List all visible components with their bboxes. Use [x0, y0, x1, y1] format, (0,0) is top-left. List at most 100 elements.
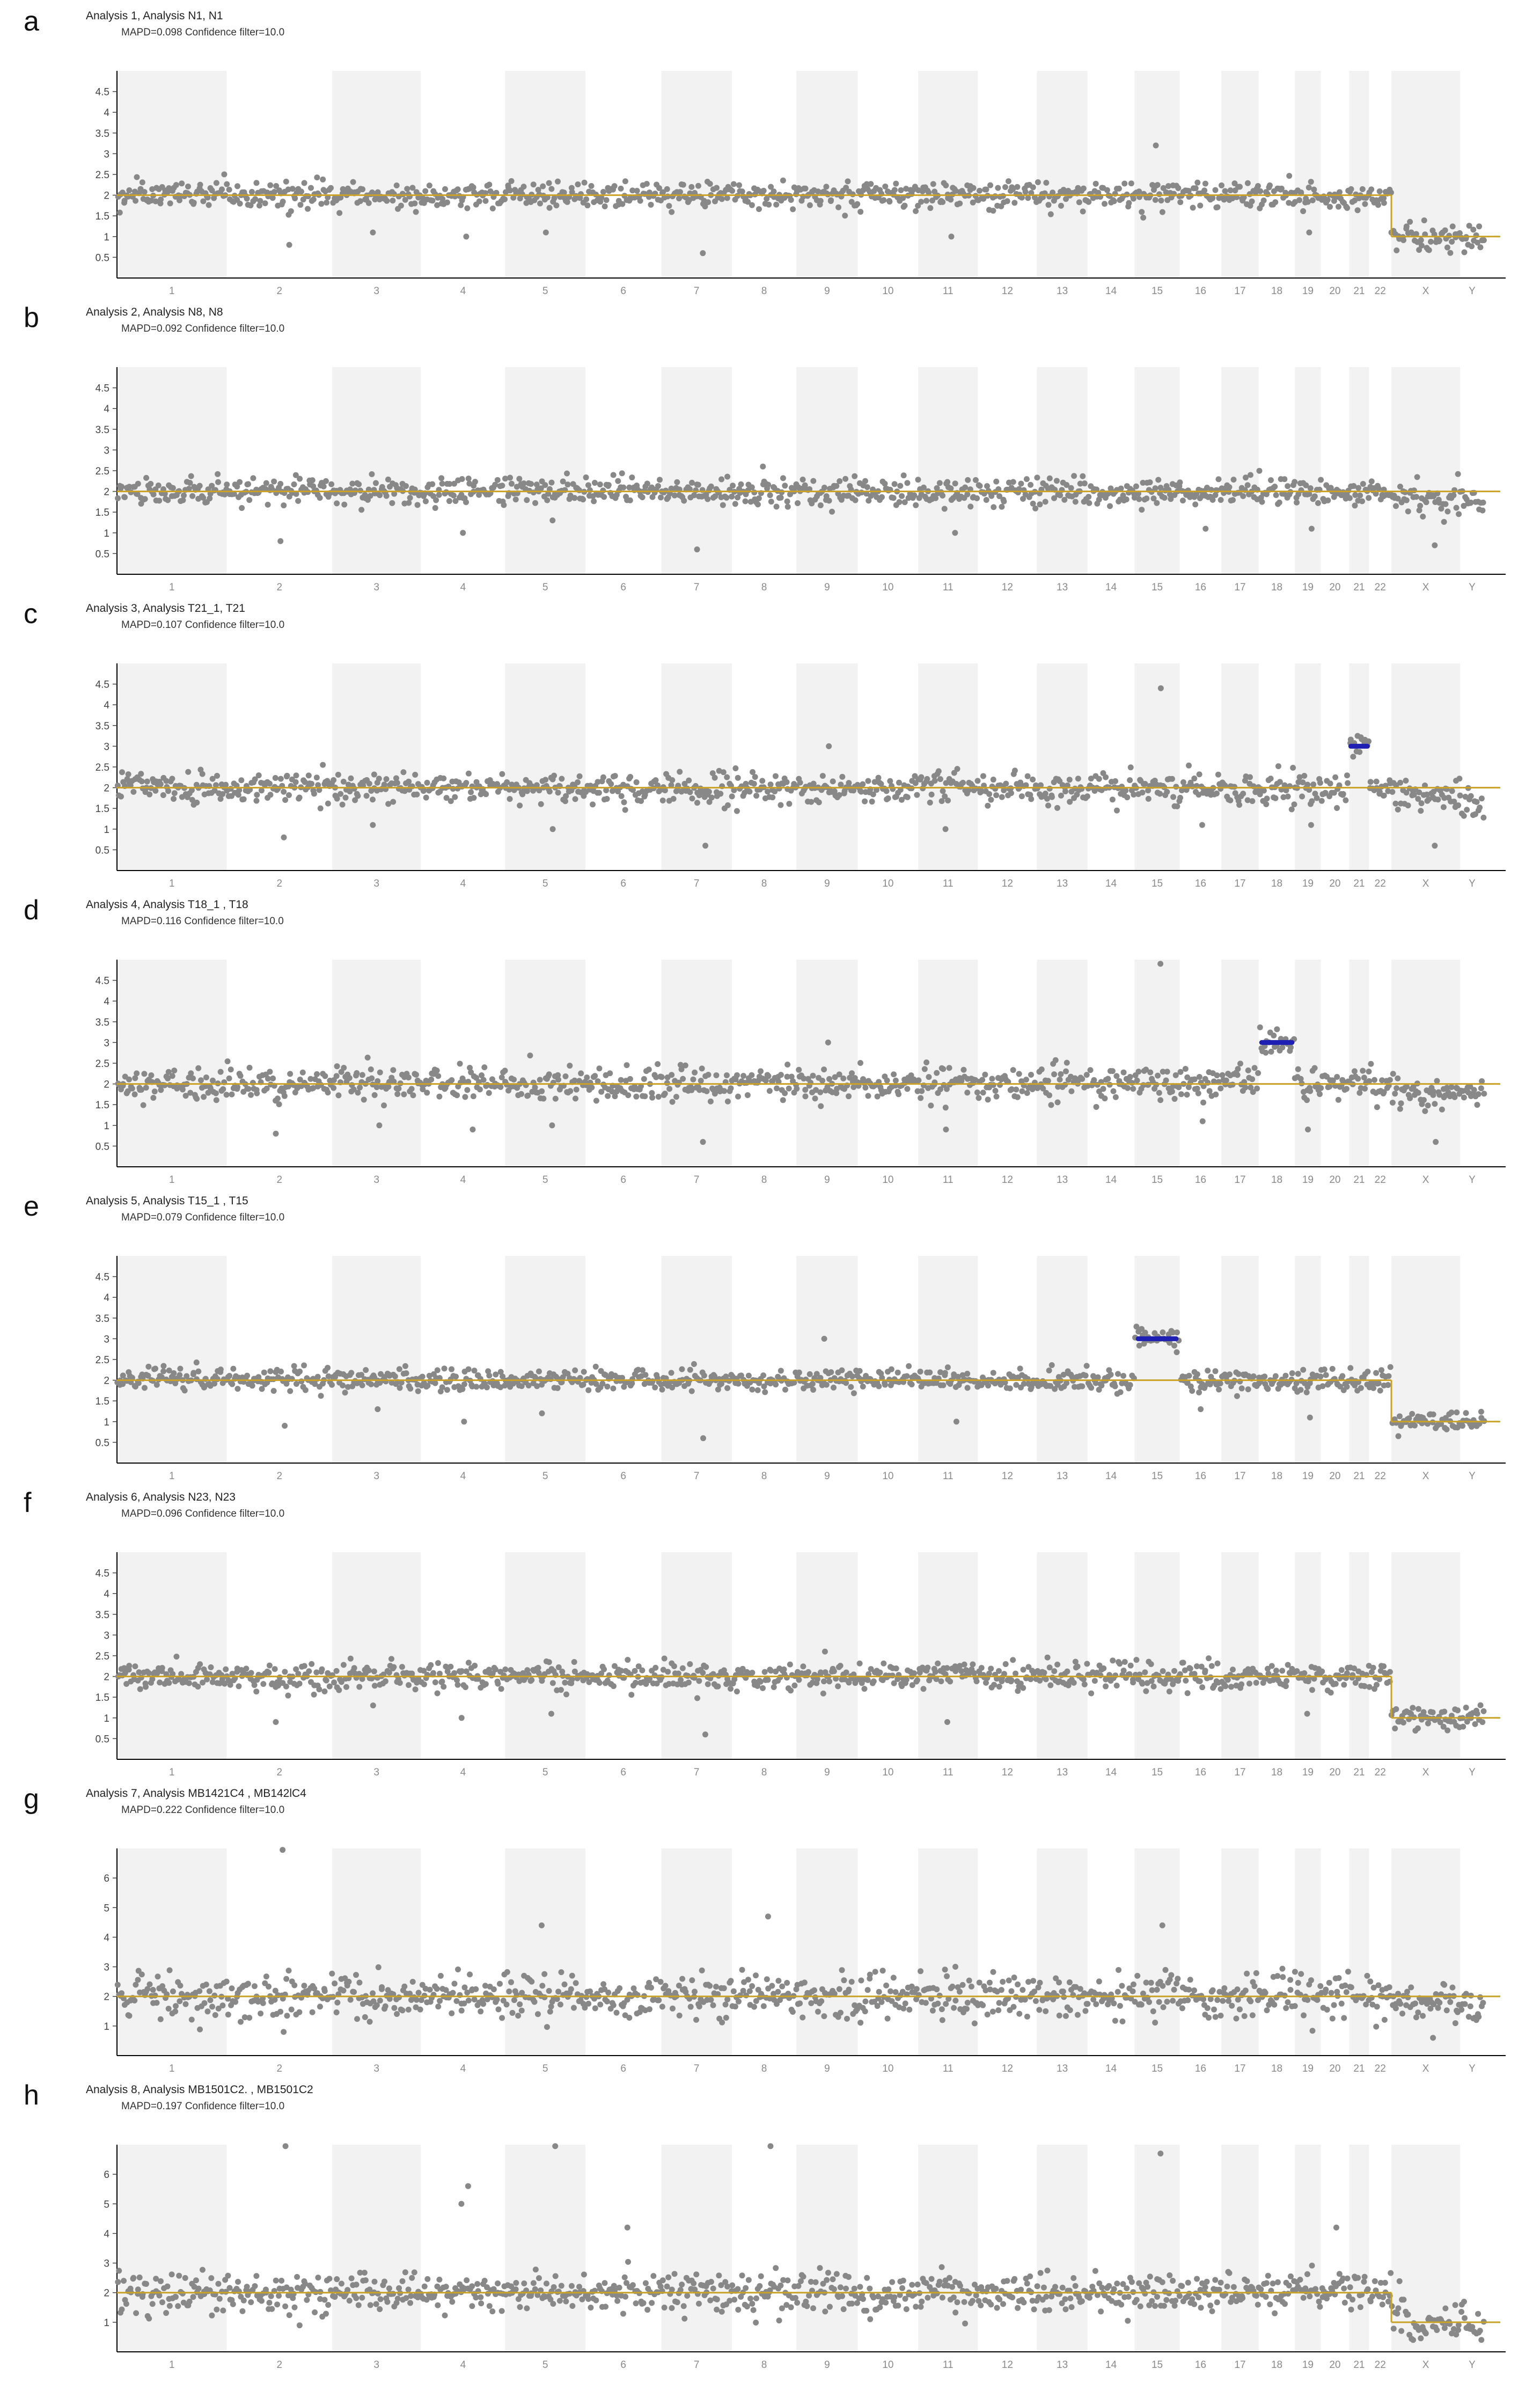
- data-point: [960, 1066, 967, 1073]
- x-tick-label: 11: [943, 878, 954, 889]
- data-point: [124, 1088, 131, 1094]
- data-point: [1442, 227, 1448, 233]
- data-point: [1326, 1083, 1333, 1090]
- data-point: [1139, 789, 1146, 796]
- data-point: [599, 1380, 606, 1387]
- data-point: [1244, 797, 1251, 803]
- data-point: [662, 787, 668, 794]
- data-point: [1474, 239, 1480, 246]
- data-point: [1042, 791, 1048, 797]
- data-point: [1025, 195, 1031, 201]
- data-point: [1415, 1090, 1421, 1096]
- data-point: [459, 476, 465, 482]
- data-point: [1324, 196, 1331, 203]
- data-point: [1400, 237, 1407, 244]
- data-point: [135, 480, 141, 487]
- x-tick-label: 20: [1329, 878, 1340, 889]
- data-point: [1287, 1044, 1294, 1051]
- data-point: [423, 794, 429, 801]
- data-point: [371, 771, 377, 778]
- data-point: [1362, 201, 1368, 207]
- data-point: [1444, 1085, 1450, 1091]
- x-tick-label: 16: [1195, 286, 1206, 297]
- data-point: [1205, 1079, 1211, 1086]
- x-tick-label: 15: [1152, 286, 1163, 297]
- x-tick-label: 1: [169, 1174, 175, 1186]
- y-tick-label: 0.5: [96, 252, 109, 264]
- data-point: [1340, 791, 1346, 797]
- data-point: [896, 1091, 902, 1098]
- data-point: [1416, 507, 1422, 514]
- data-point: [383, 1378, 389, 1385]
- data-point: [852, 497, 859, 503]
- data-point: [1249, 1076, 1256, 1083]
- data-point: [784, 498, 790, 505]
- x-tick-label: 6: [620, 878, 626, 889]
- data-point: [187, 480, 193, 486]
- data-point: [165, 1075, 171, 1081]
- data-point: [766, 201, 772, 208]
- data-point: [158, 1087, 164, 1093]
- data-point: [1182, 1066, 1189, 1072]
- data-point: [1000, 193, 1006, 199]
- data-point: [1420, 513, 1426, 520]
- data-point: [132, 1075, 138, 1081]
- data-point: [1395, 806, 1401, 813]
- data-point: [866, 498, 872, 504]
- data-point: [595, 779, 601, 785]
- data-point: [1046, 1368, 1052, 1374]
- data-point: [1254, 1085, 1260, 1092]
- x-tick-label: 3: [373, 1471, 379, 1482]
- chromosome-band-15: [1134, 1552, 1180, 1759]
- data-point: [187, 1090, 194, 1096]
- data-point: [189, 1075, 196, 1081]
- data-point: [603, 787, 610, 793]
- x-tick-label: 16: [1195, 878, 1206, 889]
- data-point: [271, 189, 277, 195]
- data-point: [368, 1066, 374, 1073]
- data-point: [690, 1076, 696, 1083]
- data-point: [1135, 1069, 1142, 1075]
- data-point: [849, 191, 856, 198]
- data-point: [1184, 1074, 1191, 1080]
- data-point: [424, 1090, 430, 1096]
- data-point: [1352, 502, 1358, 509]
- data-point: [375, 189, 381, 195]
- data-point: [1477, 805, 1483, 811]
- data-point: [738, 481, 744, 487]
- data-point: [810, 1386, 817, 1393]
- data-point: [276, 1101, 282, 1108]
- data-point: [381, 1102, 387, 1109]
- data-point: [1257, 791, 1263, 798]
- data-point: [397, 1385, 403, 1391]
- data-point: [1010, 186, 1016, 192]
- outlier-point: [549, 826, 556, 832]
- data-point: [1157, 1097, 1164, 1103]
- data-point: [364, 1054, 371, 1061]
- data-point: [988, 796, 994, 803]
- data-point: [350, 1086, 357, 1093]
- data-point: [211, 1380, 218, 1387]
- data-point: [493, 1371, 499, 1378]
- x-tick-label: 17: [1234, 1174, 1245, 1186]
- x-tick-label: 22: [1375, 1471, 1386, 1482]
- data-point: [918, 199, 925, 205]
- chromosome-band-15: [1134, 367, 1180, 574]
- data-point: [1047, 211, 1054, 217]
- data-point: [530, 181, 537, 188]
- data-point: [271, 478, 277, 485]
- x-tick-label: 4: [460, 1174, 466, 1186]
- data-point: [583, 196, 590, 202]
- data-point: [1317, 1373, 1324, 1380]
- data-point: [1037, 501, 1043, 508]
- data-point: [116, 209, 123, 216]
- data-point: [1291, 801, 1297, 808]
- data-point: [930, 181, 936, 187]
- data-point: [882, 183, 889, 189]
- data-point: [671, 492, 678, 499]
- outlier-point: [542, 229, 549, 236]
- chromosome-band-19: [1295, 71, 1321, 278]
- data-point: [542, 482, 548, 488]
- data-point: [1161, 494, 1168, 501]
- data-point: [724, 1385, 731, 1391]
